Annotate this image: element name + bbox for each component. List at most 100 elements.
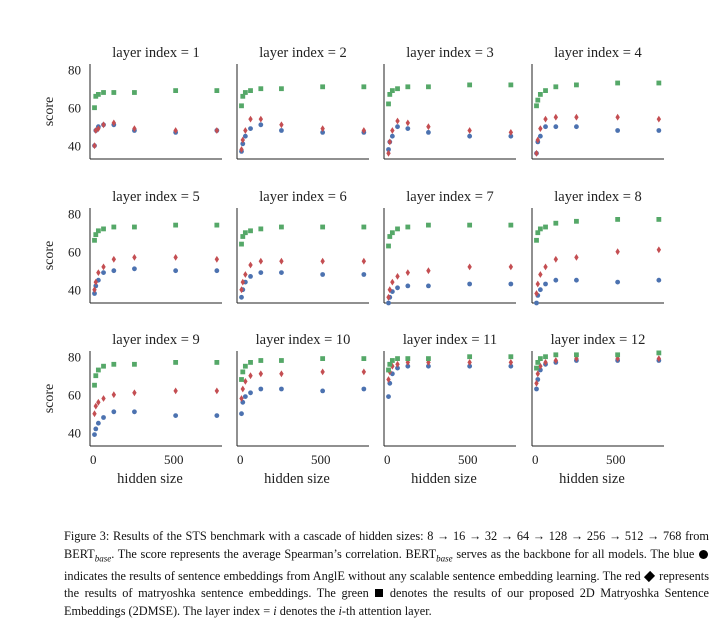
panel-title: layer index = 6 <box>259 189 347 205</box>
red-diamond-point <box>258 257 264 265</box>
red-diamond-point <box>508 129 514 136</box>
green-square-point <box>553 352 559 358</box>
red-diamond-point <box>574 254 579 261</box>
green-square-point <box>239 377 244 382</box>
blue-circle-point <box>395 285 400 291</box>
panel-title: layer index = 3 <box>406 45 494 61</box>
red-diamond-point <box>214 255 220 263</box>
green-square-point <box>508 82 514 88</box>
blue-circle-point <box>361 272 367 277</box>
red-diamond-point <box>93 278 98 286</box>
red-diamond-point <box>361 127 367 134</box>
red-diamond-point <box>279 121 284 129</box>
green-square-point <box>467 222 473 228</box>
blue-circle-point <box>405 126 411 131</box>
y-tick-label: 40 <box>68 139 81 154</box>
green-square-point <box>405 84 411 90</box>
blue-circle-point <box>574 124 579 130</box>
red-diamond-point <box>239 146 244 153</box>
panel-title: layer index = 2 <box>259 45 347 61</box>
red-diamond-point <box>534 149 539 157</box>
red-diamond-point <box>320 125 325 132</box>
red-diamond-point <box>96 269 101 276</box>
red-diamond-point <box>543 115 548 123</box>
green-square-point <box>239 241 244 247</box>
green-square-point <box>132 224 137 230</box>
blue-circle-point <box>248 126 253 131</box>
green-square-point <box>395 226 400 232</box>
blue-circle-point <box>320 272 326 277</box>
y-tick-label: 80 <box>68 207 81 222</box>
y-axis-label: score <box>42 97 57 127</box>
figure-label: Figure 3: <box>64 529 110 543</box>
red-diamond-point <box>132 254 137 261</box>
red-diamond-point <box>553 357 559 364</box>
red-diamond-point <box>173 254 178 261</box>
blue-circle-point <box>242 133 248 139</box>
red-diamond-point <box>93 402 98 410</box>
green-square-point <box>534 237 539 243</box>
red-diamond-point <box>656 115 662 123</box>
red-diamond-point <box>111 119 117 127</box>
blue-circle-point <box>93 426 99 432</box>
green-square-point <box>320 224 326 230</box>
red-diamond-point <box>101 395 106 402</box>
figure-caption: Figure 3: Results of the STS benchmark w… <box>64 529 709 618</box>
red-diamond-point <box>243 378 248 385</box>
green-square-point <box>111 90 117 95</box>
panel-layer-8: layer index = 8 <box>531 189 664 306</box>
green-square-point <box>173 360 179 365</box>
green-square-point <box>361 84 367 90</box>
blue-circle-point <box>92 291 97 296</box>
blue-circle-point <box>239 411 244 417</box>
green-square-point <box>395 356 400 361</box>
x-tick-label: 0 <box>90 452 97 467</box>
x-tick-label: 0 <box>532 452 539 467</box>
green-square-point <box>426 222 431 228</box>
blue-circle-point <box>214 268 220 274</box>
red-diamond-point <box>390 278 395 286</box>
panel-layer-4: layer index = 4 <box>531 45 664 160</box>
green-square-point <box>395 86 400 92</box>
blue-circle-point <box>656 128 662 133</box>
green-square-point <box>111 361 117 367</box>
red-diamond-point <box>320 368 325 376</box>
red-diamond-point <box>543 359 548 366</box>
y-axis-label: score <box>42 384 57 414</box>
red-diamond-point <box>101 263 106 271</box>
green-square-point <box>387 234 393 239</box>
red-diamond-point <box>258 370 264 378</box>
red-diamond-point <box>656 246 662 254</box>
green-square-point <box>279 224 284 230</box>
red-diamond-point <box>361 257 367 265</box>
x-axis-label: hidden size <box>559 471 625 487</box>
red-diamond-point <box>656 355 662 362</box>
blue-circle-point <box>553 277 559 283</box>
panel-layer-3: layer index = 3 <box>383 45 516 160</box>
blue-circle-point <box>258 122 264 128</box>
red-diamond-point <box>395 360 400 368</box>
green-square-point <box>93 232 99 237</box>
red-diamond-point <box>387 286 392 294</box>
blue-circle-point <box>132 266 137 272</box>
green-square-point <box>214 88 220 93</box>
blue-circle-point <box>405 283 411 289</box>
red-diamond-point <box>92 142 97 150</box>
panel-layer-1: layer index = 1 40 60 80 score <box>42 45 222 160</box>
green-square-point <box>214 360 220 365</box>
x-axis-label: hidden size <box>264 471 330 487</box>
red-diamond-point <box>132 125 137 132</box>
green-square-point <box>248 228 253 234</box>
red-diamond-point <box>243 127 248 134</box>
green-square-point <box>574 218 579 224</box>
green-square-point <box>553 220 559 226</box>
red-diamond-point <box>386 376 391 383</box>
blue-circle-point <box>92 432 97 437</box>
panel-title: layer index = 10 <box>256 332 351 348</box>
green-square-point <box>132 361 137 367</box>
blue-circle-point <box>279 128 284 133</box>
green-square-point <box>93 373 99 379</box>
green-square-point <box>656 350 662 356</box>
blue-circle-point <box>508 281 514 287</box>
red-diamond-point <box>426 267 431 275</box>
